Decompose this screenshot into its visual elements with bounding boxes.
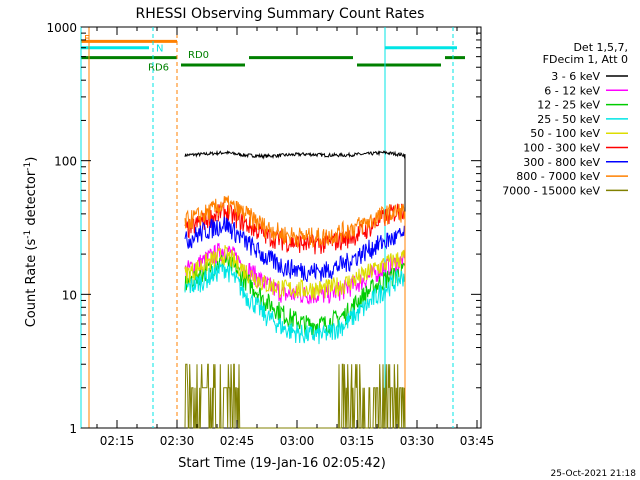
- legend-header-0: Det 1,5,7,: [573, 41, 628, 54]
- chart-title: RHESSI Observing Summary Count Rates: [136, 6, 425, 22]
- x-tick-label-4: 03:15: [340, 434, 375, 448]
- x-tick-label-1: 02:30: [160, 434, 195, 448]
- series-line-3: [184, 260, 406, 428]
- series-line-7: [184, 195, 406, 428]
- y-axis-label-mid: detector: [24, 170, 39, 230]
- flag-label-1: N: [156, 44, 163, 55]
- x-tick-label-5: 03:30: [400, 434, 435, 448]
- legend-label-1: 6 - 12 keV: [544, 84, 600, 97]
- series-line-2: [184, 253, 406, 428]
- flag-bars: E N RD0 RD6: [81, 34, 465, 74]
- series-line-4: [184, 244, 406, 428]
- y-tick-label-2: 100: [54, 155, 77, 169]
- series-line-8: [184, 363, 406, 429]
- axes: 02:15 02:30 02:45 03:00 03:15 03:30 03:45 1 10 10…: [46, 21, 494, 448]
- y-axis-label-sup2: -1: [23, 162, 33, 171]
- legend-label-7: 800 - 7000 keV: [516, 170, 600, 183]
- series-line-1: [184, 242, 406, 428]
- legend-label-6: 300 - 800 keV: [523, 156, 600, 169]
- x-tick-label-6: 03:45: [460, 434, 495, 448]
- series-line-0: [184, 149, 406, 428]
- x-tick-label-0: 02:15: [100, 434, 135, 448]
- series-group: [184, 149, 406, 429]
- legend-header-1: FDecim 1, Att 0: [543, 53, 628, 66]
- x-axis-label: Start Time (19-Jan-16 02:05:42): [178, 456, 386, 471]
- legend-label-2: 12 - 25 keV: [537, 99, 600, 112]
- flag-label-2: RD0: [188, 50, 209, 61]
- series-line-6: [184, 216, 406, 428]
- plot-frame: [80, 26, 482, 429]
- y-axis-label-sup: -1: [23, 230, 33, 239]
- legend-label-3: 25 - 50 keV: [537, 113, 600, 126]
- legend-label-0: 3 - 6 keV: [551, 70, 600, 83]
- footer-timestamp: 25-Oct-2021 21:18: [551, 469, 637, 479]
- y-tick-label-0: 1: [69, 422, 77, 436]
- y-tick-label-1: 10: [62, 288, 77, 302]
- legend-label-8: 7000 - 15000 keV: [502, 184, 600, 197]
- x-tick-label-3: 03:00: [280, 434, 315, 448]
- legend-label-5: 100 - 300 keV: [523, 142, 600, 155]
- x-tick-label-2: 02:45: [220, 434, 255, 448]
- legend-label-4: 50 - 100 keV: [530, 127, 600, 140]
- y-axis-label-end: ): [24, 157, 39, 162]
- y-axis-label-main: Count Rate (s: [24, 239, 39, 328]
- flag-label-0: E: [84, 34, 90, 45]
- plot-area: [80, 26, 482, 429]
- flag-label-3: RD6: [148, 63, 169, 74]
- y-axis-label: Count Rate (s-1 detector-1): [23, 157, 39, 328]
- time-markers: [80, 27, 454, 428]
- y-tick-label-3: 1000: [46, 21, 77, 35]
